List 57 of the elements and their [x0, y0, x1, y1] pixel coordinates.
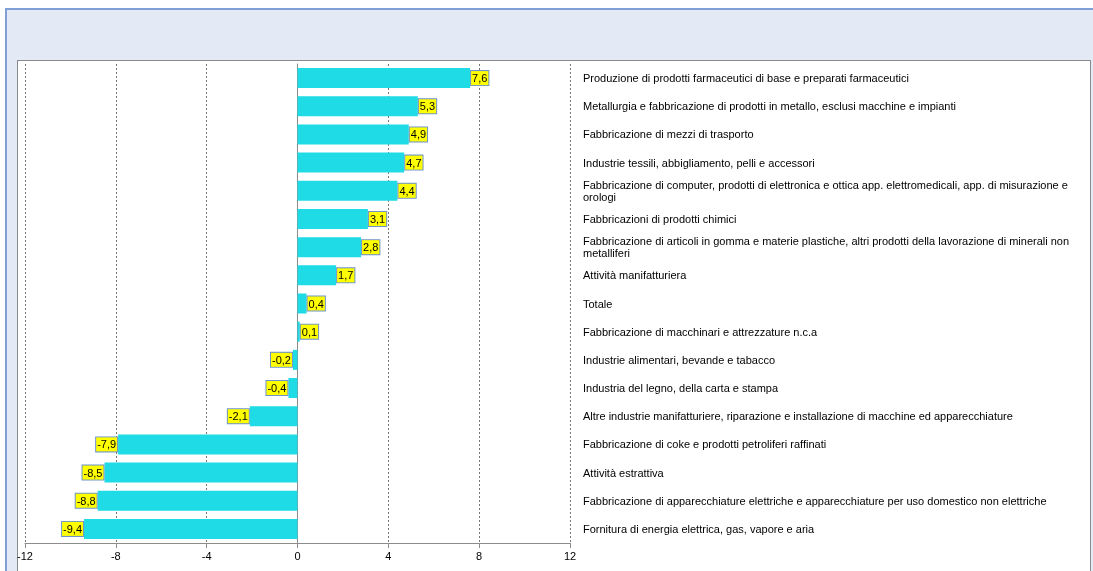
data-label: 4,7: [406, 156, 422, 169]
y-tick-label: Attività estrattiva: [583, 466, 665, 479]
data-label: 4,9: [410, 128, 427, 141]
data-label: 5,3: [419, 100, 436, 113]
bar: [297, 208, 368, 229]
bar: [297, 152, 405, 173]
bar: [288, 378, 298, 399]
y-tick-label: Attività manifatturiera: [583, 269, 688, 282]
y-tick-label: Totale: [583, 297, 613, 310]
x-tick-label: 0: [294, 549, 301, 562]
data-label: 0,4: [308, 297, 324, 310]
bar: [97, 490, 298, 511]
x-tick-label: 4: [385, 549, 392, 562]
y-tick-label: Altre industrie manifatturiere, riparazione e installazione di macchine ed apparecchiature: [583, 410, 1013, 423]
bar: [297, 265, 337, 286]
y-tick-label: Fabbricazione di coke e prodotti petroliferi raffinati: [583, 438, 827, 451]
x-tick-label: 8: [476, 549, 483, 562]
bar: [118, 434, 298, 455]
data-label: -9,4: [63, 522, 83, 535]
y-tick-label: Fabbricazioni di prodotti chimici: [583, 212, 737, 225]
bar: [297, 68, 471, 89]
x-tick-label: -12: [17, 549, 33, 562]
data-label: 0,1: [301, 325, 318, 338]
bar: [297, 293, 307, 314]
data-label: -8,5: [83, 466, 103, 479]
y-tick-label: Metallurgia e fabbricazione di prodotti in metallo, esclusi macchine e impianti: [583, 100, 956, 113]
y-tick-label: Produzione di prodotti farmaceutici di base e preparati farmaceutici: [583, 72, 909, 85]
data-label: 7,6: [472, 72, 488, 85]
y-tick-label: Fornitura di energia elettrica, gas, vapore e aria: [583, 522, 816, 535]
data-label: -0,4: [267, 382, 287, 395]
y-tick-label: Fabbricazione di mezzi di trasporto: [583, 128, 754, 141]
x-tick-label: -8: [110, 549, 121, 562]
y-tick-label: Fabbricazione di apparecchiature elettriche e apparecchiature per uso domestico non elettriche: [583, 494, 1047, 507]
bar: [297, 237, 362, 258]
y-tick-label: Fabbricazione di articoli in gomma e materie plastiche, altri prodotti della lavorazione di minerali non metalliferi: [583, 235, 1073, 260]
data-label: 2,8: [363, 241, 379, 254]
bar: [297, 124, 409, 145]
x-tick-label: 12: [563, 549, 577, 562]
data-label: 3,1: [369, 212, 386, 225]
bar: [249, 406, 298, 427]
data-label: -2,1: [228, 410, 248, 423]
bar: [292, 349, 298, 370]
data-label: 4,4: [399, 184, 415, 197]
data-label: -7,9: [97, 438, 117, 451]
data-label: -0,2: [271, 353, 291, 366]
bar: [84, 518, 298, 539]
y-tick-label: Industrie alimentari, bevande e tabacco: [583, 353, 776, 366]
data-label: -8,8: [76, 494, 96, 507]
data-label: 1,7: [338, 269, 354, 282]
bar: [297, 96, 418, 117]
y-tick-label: Fabbricazione di computer, prodotti di elettronica e ottica app. elettromedicali, app. di misurazione e orologi: [583, 178, 1071, 203]
bar: [104, 462, 298, 483]
x-tick-label: -4: [201, 549, 212, 562]
y-tick-label: Fabbricazione di macchinari e attrezzature n.c.a: [583, 325, 819, 338]
y-tick-label: Industria del legno, della carta e stampa: [583, 382, 779, 395]
y-tick-label: Industrie tessili, abbigliamento, pelli e accessori: [583, 156, 815, 169]
bar: [297, 180, 398, 201]
